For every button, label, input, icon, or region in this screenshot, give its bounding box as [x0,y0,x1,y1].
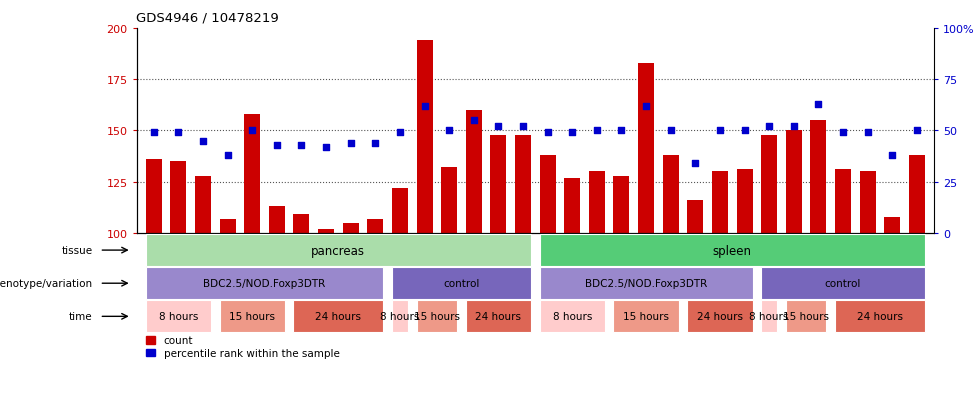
Text: control: control [444,278,480,289]
Bar [515,135,531,233]
Point [392,130,408,136]
Text: 8 hours: 8 hours [159,311,198,322]
Point [368,140,383,147]
Bar [392,188,408,233]
Text: GDS4946 / 10478219: GDS4946 / 10478219 [136,12,279,25]
Point [786,124,801,131]
Text: 15 hours: 15 hours [413,311,460,322]
Text: 15 hours: 15 hours [623,311,669,322]
Point [540,130,556,136]
Point [639,103,654,110]
Text: 8 hours: 8 hours [380,311,419,322]
Point [269,142,285,149]
Bar [909,156,925,233]
Point [219,152,235,159]
Bar [589,172,604,233]
Text: 24 hours: 24 hours [857,311,903,322]
Point [860,130,876,136]
Bar [490,135,506,233]
Point [613,128,629,134]
Bar [687,201,703,233]
Bar [244,115,260,233]
Point [171,130,186,136]
Bar [835,170,851,233]
Bar [565,178,580,233]
Bar [219,219,236,233]
Bar [368,219,383,233]
Bar [466,111,482,233]
Text: genotype/variation: genotype/variation [0,278,93,289]
Point [663,128,679,134]
Bar [416,41,433,233]
Bar [810,121,827,233]
Text: 15 hours: 15 hours [229,311,275,322]
Bar [860,172,876,233]
Bar [786,131,801,233]
Text: BDC2.5/NOD.Foxp3DTR: BDC2.5/NOD.Foxp3DTR [204,278,326,289]
Point [909,128,924,134]
Bar [884,217,900,233]
Point [416,103,432,110]
Point [589,128,604,134]
Text: 8 hours: 8 hours [553,311,592,322]
Bar [342,223,359,233]
Point [565,130,580,136]
Point [146,130,162,136]
Text: 24 hours: 24 hours [697,311,743,322]
Point [343,140,359,147]
Point [712,128,727,134]
Text: 24 hours: 24 hours [476,311,522,322]
Bar [269,207,285,233]
Bar [441,168,457,233]
Point [761,124,777,131]
Text: spleen: spleen [713,244,752,257]
Point [318,144,333,151]
Bar [712,172,728,233]
Point [810,101,826,108]
Bar [613,176,630,233]
Bar [293,215,309,233]
Point [884,152,900,159]
Point [245,128,260,134]
Text: pancreas: pancreas [311,244,366,257]
Bar [145,160,162,233]
Bar [195,176,211,233]
Text: time: time [69,311,93,322]
Text: 15 hours: 15 hours [783,311,829,322]
Text: 24 hours: 24 hours [315,311,362,322]
Point [737,128,753,134]
Text: BDC2.5/NOD.Foxp3DTR: BDC2.5/NOD.Foxp3DTR [585,278,707,289]
Point [293,142,309,149]
Text: control: control [825,278,861,289]
Point [687,161,703,167]
Point [466,118,482,124]
Text: 8 hours: 8 hours [750,311,789,322]
Bar [761,135,777,233]
Point [515,124,530,131]
Bar [171,162,186,233]
Bar [539,156,556,233]
Legend: count, percentile rank within the sample: count, percentile rank within the sample [141,332,343,362]
Bar [663,156,679,233]
Point [442,128,457,134]
Bar [736,170,753,233]
Point [490,124,506,131]
Text: tissue: tissue [61,245,93,256]
Point [195,138,211,145]
Bar [318,229,334,233]
Point [836,130,851,136]
Bar [638,64,654,233]
